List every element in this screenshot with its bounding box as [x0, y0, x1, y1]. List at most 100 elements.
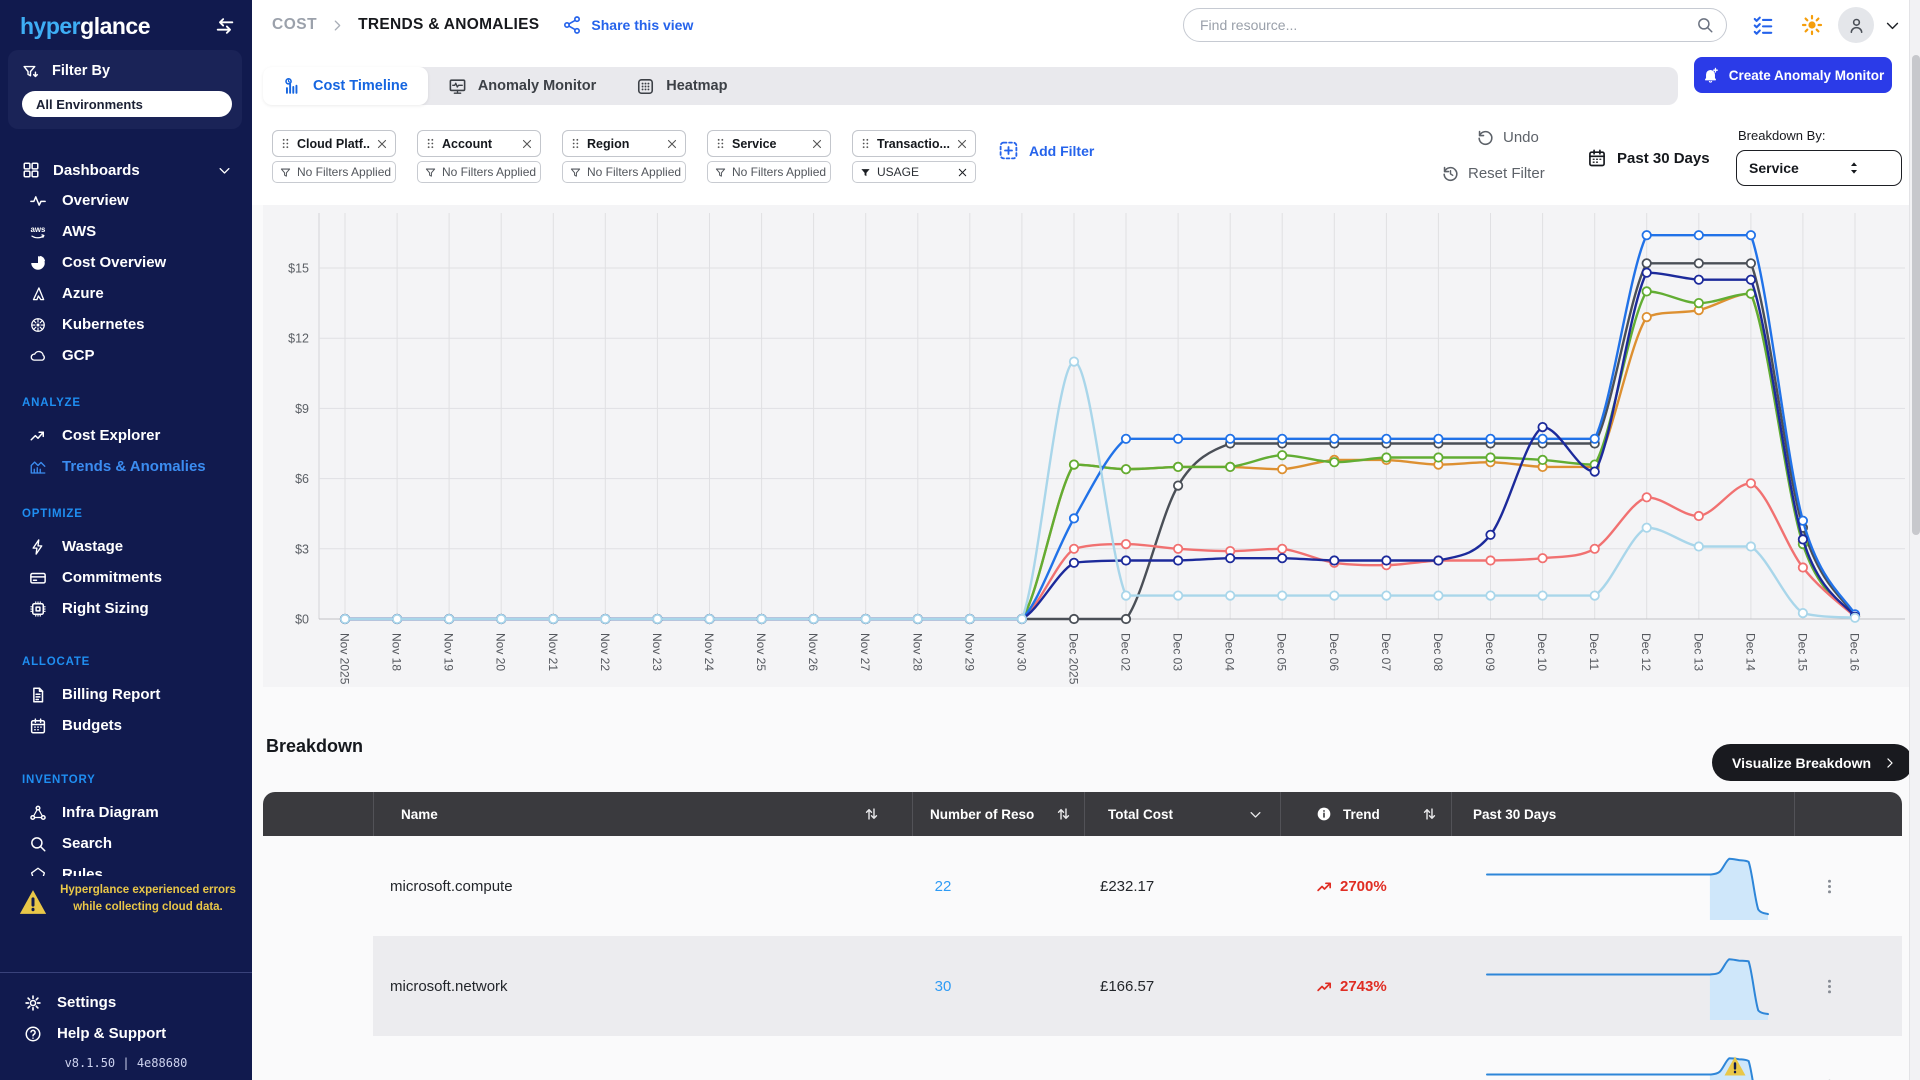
- filter-value-text: USAGE: [877, 165, 920, 179]
- chevron-down-icon[interactable]: [217, 163, 232, 178]
- svg-text:$15: $15: [288, 262, 309, 276]
- table-row-microsoft-compute[interactable]: microsoft.compute 22 £232.17 2700%: [263, 836, 1902, 936]
- undo-button[interactable]: Undo: [1476, 128, 1539, 147]
- tasks-checklist-icon[interactable]: [1752, 14, 1774, 36]
- sidebar-item-cost-explorer[interactable]: Cost Explorer: [0, 420, 252, 451]
- table-row-amazonvpc[interactable]: AmazonVPC: [263, 1036, 1902, 1080]
- sidebar-item-dashboards[interactable]: Dashboards: [0, 155, 252, 185]
- close-icon[interactable]: [666, 138, 678, 150]
- sidebar-item-billing-report[interactable]: Billing Report: [0, 679, 252, 710]
- sort-icon[interactable]: [863, 805, 880, 823]
- resource-name: AmazonVPC: [390, 1036, 479, 1080]
- row-menu-button[interactable]: [1809, 1036, 1849, 1080]
- sidebar-item-settings[interactable]: Settings: [0, 987, 252, 1018]
- filter-chip-service: Service No Filters Applied: [707, 130, 831, 183]
- info-icon: [1316, 806, 1332, 822]
- svg-text:Nov 18: Nov 18: [390, 633, 404, 671]
- breadcrumb-cost[interactable]: COST: [272, 16, 318, 33]
- close-icon[interactable]: [521, 138, 533, 150]
- time-range-label: Past 30 Days: [1617, 149, 1710, 167]
- chevron-down-icon[interactable]: [1248, 807, 1263, 822]
- filter-chip-header[interactable]: Service: [707, 130, 831, 157]
- share-view-button[interactable]: Share this view: [562, 15, 693, 35]
- sidebar-item-label: Wastage: [62, 538, 124, 555]
- search-input[interactable]: [1183, 8, 1727, 42]
- sidebar-item-aws[interactable]: aws AWS: [0, 216, 252, 247]
- filter-chip-value[interactable]: No Filters Applied: [417, 161, 541, 183]
- column-header-number-of-reso[interactable]: Number of Reso: [930, 806, 1035, 822]
- sidebar-item-gcp[interactable]: GCP: [0, 340, 252, 371]
- sidebar-item-cost-overview[interactable]: Cost Overview: [0, 247, 252, 278]
- user-avatar[interactable]: [1838, 7, 1874, 43]
- row-menu-button[interactable]: [1809, 936, 1849, 1036]
- trend-value: 2743%: [1316, 936, 1387, 1036]
- time-range-button[interactable]: Past 30 Days: [1587, 148, 1710, 168]
- close-icon[interactable]: [376, 138, 388, 150]
- user-menu-chevron-icon[interactable]: [1884, 17, 1901, 34]
- tab-cost-timeline[interactable]: Cost Timeline: [263, 67, 428, 105]
- sidebar-item-help-support[interactable]: Help & Support: [0, 1018, 252, 1049]
- theme-sun-icon[interactable]: [1800, 13, 1824, 37]
- filter-chip-header[interactable]: Region: [562, 130, 686, 157]
- filter-chip-header[interactable]: Account: [417, 130, 541, 157]
- sidebar-item-azure[interactable]: Azure: [0, 278, 252, 309]
- column-header-trend[interactable]: Trend: [1343, 806, 1380, 822]
- sidebar-item-infra-diagram[interactable]: Infra Diagram: [0, 797, 252, 828]
- page-scrollbar[interactable]: [1909, 0, 1920, 1080]
- top-bar: COST TRENDS & ANOMALIES Share this view: [252, 0, 1920, 50]
- sidebar-item-label: Cost Explorer: [62, 427, 161, 444]
- sidebar-item-trends-anomalies[interactable]: Trends & Anomalies: [0, 451, 252, 482]
- warning-triangle-icon: [18, 888, 48, 916]
- resource-count[interactable]: 30: [934, 977, 952, 995]
- filter-chip-header[interactable]: Cloud Platf...: [272, 130, 396, 157]
- svg-text:$0: $0: [295, 613, 309, 627]
- past-30-days-sparkline[interactable]: [1479, 1049, 1776, 1080]
- close-icon[interactable]: [957, 167, 968, 178]
- sidebar-item-overview[interactable]: Overview: [0, 185, 252, 216]
- svg-text:Dec 15: Dec 15: [1795, 633, 1809, 671]
- sidebar-item-budgets[interactable]: Budgets: [0, 710, 252, 741]
- page-content: Cost Timeline Anomaly Monitor Heatmap Crea…: [252, 50, 1920, 1080]
- filter-chip-label: Transactio...: [877, 136, 950, 151]
- filter-by[interactable]: Filter By: [22, 60, 232, 82]
- filter-by-label: Filter By: [52, 63, 111, 79]
- trend-up-arrow-icon: [1316, 878, 1333, 895]
- past-30-days-sparkline[interactable]: [1479, 849, 1776, 923]
- breakdown-by-select[interactable]: Service: [1736, 150, 1902, 186]
- document-icon: [29, 686, 47, 704]
- sort-icon[interactable]: [1055, 805, 1072, 823]
- filter-chip-value[interactable]: No Filters Applied: [272, 161, 396, 183]
- visualize-breakdown-button[interactable]: Visualize Breakdown: [1712, 744, 1914, 781]
- sidebar-section-inventory: INVENTORY: [22, 774, 96, 786]
- filter-chip-header[interactable]: Transactio...: [852, 130, 976, 157]
- sidebar-item-right-sizing[interactable]: Right Sizing: [0, 593, 252, 624]
- history-reset-icon: [1441, 164, 1460, 183]
- search-icon[interactable]: [1696, 16, 1714, 34]
- scrollbar-thumb[interactable]: [1911, 55, 1920, 535]
- sort-icon[interactable]: [1421, 805, 1438, 823]
- filter-chip-value[interactable]: No Filters Applied: [562, 161, 686, 183]
- tab-anomaly-monitor[interactable]: Anomaly Monitor: [428, 67, 616, 105]
- sidebar-item-wastage[interactable]: Wastage: [0, 531, 252, 562]
- resource-count[interactable]: 22: [934, 877, 952, 895]
- filter-value-text: No Filters Applied: [732, 165, 827, 179]
- close-icon[interactable]: [811, 138, 823, 150]
- sidebar-item-kubernetes[interactable]: Kubernetes: [0, 309, 252, 340]
- table-row-microsoft-network[interactable]: microsoft.network 30 £166.57 2743%: [263, 936, 1902, 1036]
- reset-filter-button[interactable]: Reset Filter: [1441, 164, 1545, 183]
- column-header-name[interactable]: Name: [401, 806, 438, 822]
- tab-heatmap[interactable]: Heatmap: [616, 67, 747, 105]
- sidebar-item-search[interactable]: Search: [0, 828, 252, 859]
- sidebar-collapse-icon[interactable]: [214, 15, 236, 37]
- cost-timeline-chart[interactable]: $0 $3 $6 $9 $12 $15 Nov 2025 Nov 18 Nov 19 Nov 20…: [263, 205, 1909, 687]
- filter-chip-value[interactable]: No Filters Applied: [707, 161, 831, 183]
- column-header-total-cost[interactable]: Total Cost: [1108, 806, 1173, 822]
- row-menu-button[interactable]: [1809, 836, 1849, 936]
- filter-chip-value[interactable]: USAGE: [852, 161, 976, 183]
- add-filter-button[interactable]: Add Filter: [998, 140, 1094, 161]
- close-icon[interactable]: [956, 138, 968, 150]
- environment-selector[interactable]: All Environments: [22, 91, 232, 117]
- create-anomaly-monitor-button[interactable]: Create Anomaly Monitor: [1694, 57, 1892, 93]
- past-30-days-sparkline[interactable]: [1479, 949, 1776, 1023]
- sidebar-item-commitments[interactable]: Commitments: [0, 562, 252, 593]
